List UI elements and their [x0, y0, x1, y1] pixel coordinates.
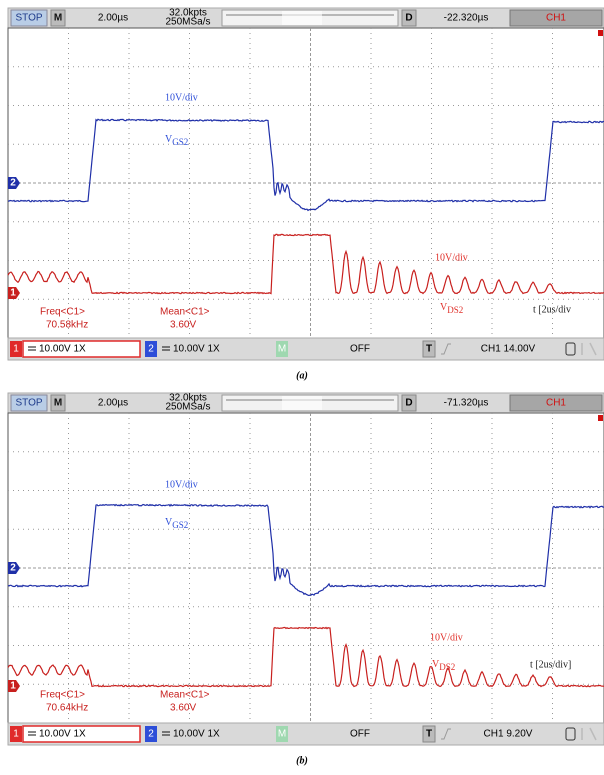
overview-window [282, 396, 322, 410]
run-state: STOP [15, 13, 42, 24]
math: M [278, 344, 286, 355]
gs-scale: 10V/div [165, 92, 198, 103]
time-scale: t [2us/div] [530, 659, 571, 670]
figure: STOPM2.00µs32.0kpts250MSa/sD-22.320µsCH1… [0, 0, 604, 775]
trigger-mark [598, 415, 603, 421]
ch2-setting: 10.00V 1X [173, 344, 220, 355]
bottom-bar: 1 10.00V 1X 2 10.00V 1X M OFF T CH1 14.00V [8, 338, 604, 360]
ch1: 1 [13, 344, 19, 355]
gs-label-sub: GS2 [172, 137, 188, 147]
sample-rate: 250MSa/s [165, 17, 210, 28]
time-scale: t [2us/div [533, 304, 571, 315]
delay: -22.320µs [444, 13, 489, 24]
bottom-bar: 1 10.00V 1X 2 10.00V 1X M OFF T CH1 9.20V [8, 723, 604, 745]
ch2-setting: 10.00V 1X [173, 729, 220, 740]
delay-label: D [405, 398, 412, 409]
ch2-marker: 2 [10, 178, 16, 189]
ds-label: VDS2 [432, 659, 455, 672]
mean: 3.60V [170, 703, 196, 714]
timebase: 2.00µs [98, 398, 128, 409]
freq-label: Freq<C1> [40, 690, 85, 701]
gs-label-sub: GS2 [172, 520, 188, 530]
ds-scale: 10V/div [430, 632, 463, 643]
run-state: STOP [15, 398, 42, 409]
ch2: 2 [148, 344, 154, 355]
ds-label: VDS2 [440, 302, 463, 315]
gs-label: VGS2 [165, 134, 188, 147]
ch1-setting: 10.00V 1X [39, 729, 86, 740]
freq: 70.58kHz [46, 320, 88, 331]
scope-screen: 2 1 10V/div VGS2 10V/div VDS2 t [2us/div] Freq<… [8, 413, 604, 723]
delay-label: D [405, 13, 412, 24]
ch1-marker: 1 [10, 288, 16, 299]
ds-label-sub: DS2 [447, 305, 463, 315]
ch1-setting: 10.00V 1X [39, 344, 86, 355]
caption: (a) [296, 370, 308, 381]
mode: M [54, 398, 62, 409]
freq-label: Freq<C1> [40, 307, 85, 318]
mean-label: Mean<C1> [160, 690, 210, 701]
ch2-marker: 2 [10, 563, 16, 574]
ch1-marker: 1 [10, 681, 16, 692]
ch2: 2 [148, 729, 154, 740]
ds-scale: 10V/div [435, 252, 468, 263]
trigger-level: CH1 14.00V [481, 344, 536, 355]
trigger-level: CH1 9.20V [484, 729, 533, 740]
scope-screen: 2 1 10V/div VGS2 10V/div VDS2 t [2us/div Freq<C… [8, 28, 604, 338]
channel: CH1 [546, 398, 566, 409]
ch1: 1 [13, 729, 19, 740]
timebase: 2.00µs [98, 13, 128, 24]
trigger: T [426, 729, 432, 740]
overview-window [282, 11, 322, 25]
trigger-mark [598, 30, 603, 36]
math-state: OFF [350, 729, 370, 740]
mean-label: Mean<C1> [160, 307, 210, 318]
gs-label: VGS2 [165, 517, 188, 530]
trigger: T [426, 344, 432, 355]
mean: 3.60V [170, 320, 196, 331]
channel: CH1 [546, 13, 566, 24]
delay: -71.320µs [444, 398, 489, 409]
math-state: OFF [350, 344, 370, 355]
math: M [278, 729, 286, 740]
mode: M [54, 13, 62, 24]
caption: (b) [296, 755, 308, 766]
ds-label-sub: DS2 [439, 662, 455, 672]
freq: 70.64kHz [46, 703, 88, 714]
sample-rate: 250MSa/s [165, 402, 210, 413]
gs-scale: 10V/div [165, 479, 198, 490]
